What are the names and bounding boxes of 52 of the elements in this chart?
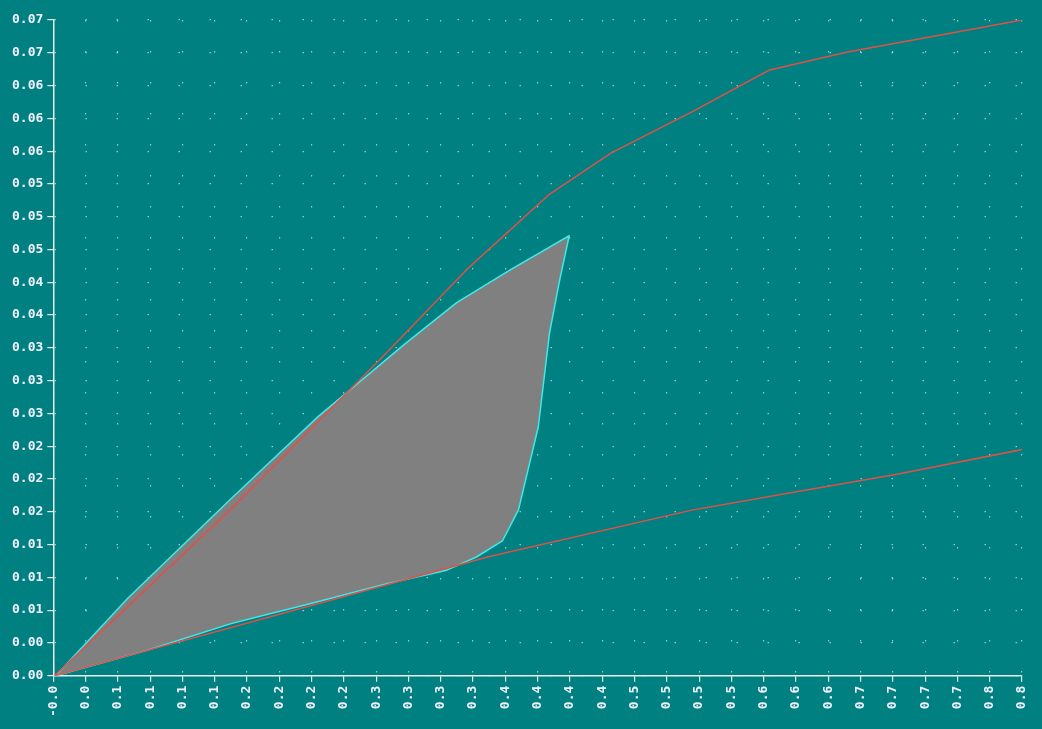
y-tick-label: 0.01	[11, 601, 44, 617]
x-tick-label: 0.1	[109, 685, 125, 710]
y-tick-label: 0.07	[11, 44, 44, 60]
y-tick-label: 0.02	[11, 437, 44, 453]
x-tick-label: 0.6	[787, 685, 803, 710]
x-tick-label: 0.7	[916, 685, 932, 710]
y-tick-label: 0.06	[11, 109, 44, 125]
x-tick-label: 0.5	[625, 685, 641, 710]
y-tick-label: 0.06	[11, 76, 44, 92]
x-tick-label: 0.4	[561, 685, 577, 710]
x-tick-label: 0.5	[690, 685, 706, 710]
y-tick-label: 0.05	[11, 208, 44, 224]
y-tick-label: 0.00	[11, 634, 44, 650]
y-tick-label: 0.02	[11, 503, 44, 519]
y-tick-label: 0.04	[11, 273, 44, 289]
x-tick-label: 0.0	[76, 685, 92, 710]
x-tick-label: 0.3	[432, 685, 448, 710]
x-tick-label: 0.4	[593, 685, 609, 710]
x-tick-label: 0.3	[399, 685, 415, 710]
x-tick-label: 0.1	[206, 685, 222, 710]
x-tick-label: 0.2	[303, 685, 318, 710]
x-tick-label: 0.3	[367, 685, 383, 710]
x-tick-label: -0.0	[44, 685, 60, 718]
y-tick-label: 0.00	[11, 667, 44, 683]
x-tick-label: 0.7	[851, 685, 867, 710]
x-tick-label: 0.1	[173, 685, 189, 710]
x-tick-label: 0.8	[1013, 685, 1029, 710]
x-tick-label: 0.6	[755, 685, 771, 710]
y-tick-label: 0.03	[11, 372, 44, 388]
x-tick-label: 0.6	[819, 685, 835, 710]
x-tick-label: 0.1	[141, 685, 157, 710]
x-tick-label: 0.5	[658, 685, 674, 710]
y-tick-label: 0.03	[11, 404, 44, 420]
x-tick-label: 0.5	[722, 685, 738, 710]
y-tick-label: 0.07	[11, 11, 44, 27]
x-tick-label: 0.7	[948, 685, 964, 710]
x-tick-label: 0.2	[335, 685, 351, 710]
y-tick-label: 0.05	[11, 175, 44, 191]
y-tick-label: 0.04	[11, 306, 44, 322]
x-tick-label: 0.3	[464, 685, 480, 710]
x-tick-label: 0.7	[884, 685, 900, 710]
x-tick-label: 0.2	[238, 685, 254, 710]
y-tick-label: 0.02	[11, 470, 44, 486]
x-tick-label: 0.4	[529, 685, 545, 710]
x-tick-label: 0.2	[270, 685, 286, 710]
x-tick-label: 0.8	[981, 685, 997, 710]
y-tick-label: 0.05	[11, 240, 44, 256]
y-tick-label: 0.01	[11, 568, 44, 584]
y-tick-label: 0.03	[11, 339, 44, 355]
y-tick-label: 0.01	[11, 535, 44, 551]
x-tick-label: 0.4	[496, 685, 512, 710]
y-tick-label: 0.06	[11, 142, 44, 158]
